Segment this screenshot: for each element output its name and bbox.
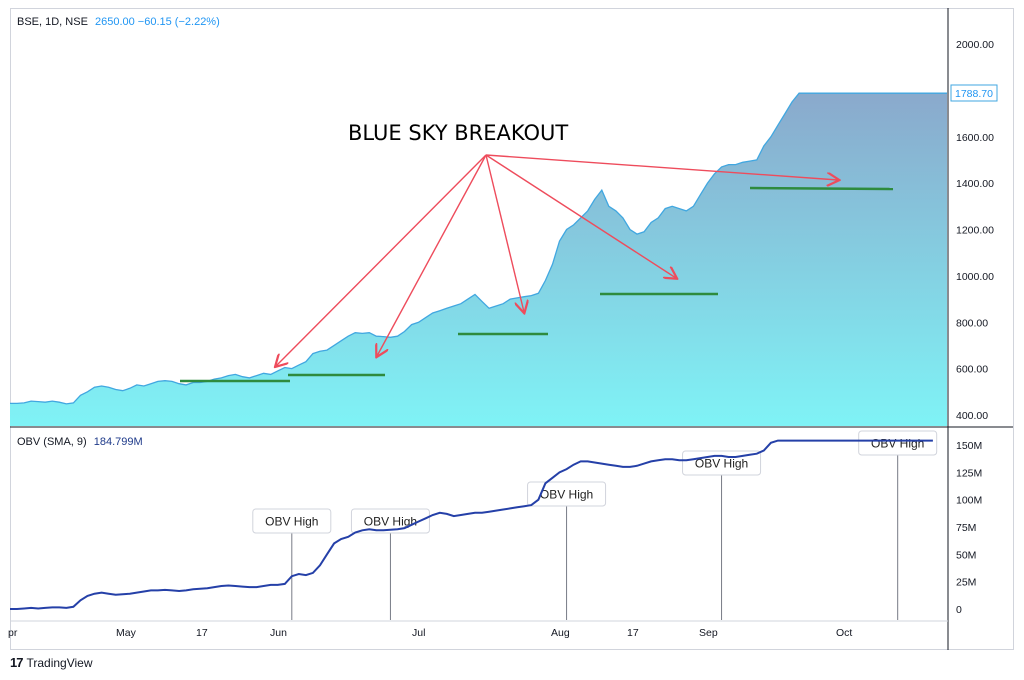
symbol-header: BSE, 1D, NSE 2650.00 −60.15 (−2.22%) <box>17 16 220 28</box>
obv-high-tag: OBV High <box>527 481 607 620</box>
x-tick-label: Jun <box>270 627 287 639</box>
obv-label: OBV (SMA, 9) <box>17 436 87 448</box>
price-tick-label: 1200.00 <box>956 225 994 237</box>
obv-value: 184.799M <box>93 436 143 448</box>
x-tick-label: Aug <box>551 627 570 639</box>
price-change: 2650.00 −60.15 (−2.22%) <box>94 16 220 28</box>
breakout-arrows <box>276 154 838 366</box>
price-tick-label: 600.00 <box>956 364 988 376</box>
arrow-3 <box>485 154 524 312</box>
price-tick-label: 400.00 <box>956 410 988 422</box>
last-price-text: 1788.70 <box>955 88 993 100</box>
price-tick-label: 1600.00 <box>956 132 994 144</box>
obv-tick-label: 25M <box>956 577 976 589</box>
obv-high-label: OBV High <box>695 457 748 471</box>
obv-high-label: OBV High <box>540 488 593 502</box>
last-price-label: 1788.70 <box>950 84 998 102</box>
symbol-info: BSE, 1D, NSE <box>17 16 88 28</box>
price-pane: 400.00 600.00 800.00 1000.00 1200.00 1400.00 1… <box>10 8 1013 650</box>
obv-y-axis: 0 25M 50M 75M 100M 125M 150M <box>956 440 982 616</box>
last-price-box <box>950 84 998 102</box>
obv-high-label: OBV High <box>871 437 924 451</box>
x-tick-label: Jul <box>412 627 425 639</box>
footer[interactable]: 17 TradingView <box>10 655 93 670</box>
obv-high-label: OBV High <box>265 515 318 529</box>
obv-high-markers: OBV High OBV High OBV High OBV High OBV High <box>252 430 938 620</box>
annotation-title: BLUE SKY BREAKOUT <box>348 121 568 145</box>
price-tick-label: 2000.00 <box>956 39 994 51</box>
price-y-axis: 400.00 600.00 800.00 1000.00 1200.00 1400.00 1… <box>956 39 994 422</box>
obv-line <box>10 439 933 610</box>
tradingview-logo-icon: 17 <box>10 655 24 670</box>
x-tick-label: pr <box>8 627 18 639</box>
arrow-5 <box>485 154 838 180</box>
obv-tick-label: 50M <box>956 549 976 561</box>
price-tick-label: 1400.00 <box>956 178 994 190</box>
x-tick-label: 17 <box>627 627 639 639</box>
price-tick-label: 800.00 <box>956 317 988 329</box>
obv-tick-label: 75M <box>956 522 976 534</box>
price-line <box>10 92 947 405</box>
x-axis: pr May 17 Jun Jul Aug 17 Sep Oct <box>8 627 852 639</box>
obv-tick-label: 150M <box>956 440 982 452</box>
obv-tick-label: 100M <box>956 495 982 507</box>
obv-high-tag: OBV High <box>252 508 332 620</box>
x-tick-label: May <box>116 627 137 639</box>
resistance-line-5 <box>749 186 894 191</box>
resistance-lines <box>180 186 894 383</box>
price-tick-label: 1000.00 <box>956 271 994 283</box>
obv-high-tag: OBV High <box>682 450 762 620</box>
arrow-4 <box>485 154 676 278</box>
obv-header: OBV (SMA, 9) 184.799M <box>17 436 143 448</box>
obv-tick-label: 0 <box>956 604 962 616</box>
obv-high-label: OBV High <box>364 515 417 529</box>
obv-high-tag: OBV High <box>858 430 938 620</box>
x-tick-label: 17 <box>196 627 208 639</box>
chart-svg[interactable]: 400.00 600.00 800.00 1000.00 1200.00 1400.00 1… <box>0 0 1024 650</box>
arrow-2 <box>377 154 487 356</box>
x-tick-label: Sep <box>699 627 718 639</box>
brand-name: TradingView <box>26 655 93 670</box>
arrow-1 <box>276 154 487 366</box>
x-tick-label: Oct <box>836 627 852 639</box>
obv-high-tag: OBV High <box>350 508 430 620</box>
obv-tick-label: 125M <box>956 467 982 479</box>
